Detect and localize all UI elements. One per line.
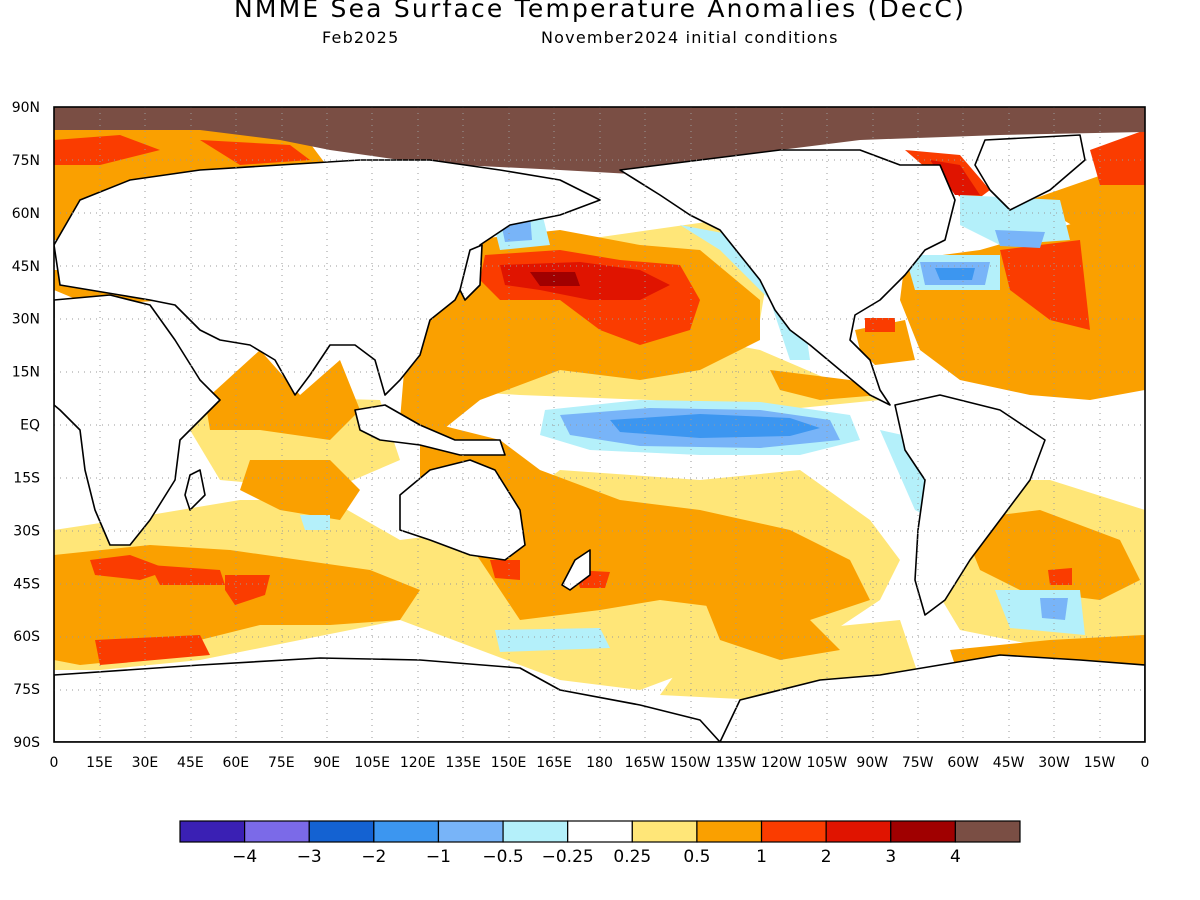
madagascar [184, 469, 206, 511]
forecast-month: Feb2025 [322, 28, 400, 47]
longitude-label: 150W [670, 755, 711, 771]
anomaly-region-extreme-warm [530, 272, 580, 286]
colorbar [179, 820, 1021, 843]
latitude-label: 75S [13, 682, 40, 698]
latitude-label: 60S [13, 629, 40, 645]
longitude-label: 90E [313, 755, 340, 771]
colorbar-swatch [502, 820, 569, 843]
africa [54, 294, 221, 546]
latitude-label: 75N [12, 153, 40, 169]
longitude-label: 135E [445, 755, 481, 771]
longitude-label: 45W [993, 755, 1025, 771]
colorbar-label: 2 [821, 847, 832, 867]
longitude-label: 120E [400, 755, 436, 771]
latitude-label: EQ [20, 418, 40, 434]
latitude-label: 45N [12, 259, 40, 275]
colorbar-label: 4 [950, 847, 961, 867]
longitude-label: 180 [586, 755, 613, 771]
north-america [619, 149, 956, 406]
longitude-label: 0 [50, 755, 59, 771]
longitude-label: 165W [625, 755, 666, 771]
colorbar-label: 0.5 [683, 847, 710, 867]
colorbar-swatch [890, 820, 956, 843]
land-masses [54, 134, 1145, 742]
longitude-labels: 0 15E 30E 45E 60E 75E 90E 105E 120E 135E 150E 165E 1… [50, 755, 1150, 771]
colorbar-swatch [308, 820, 375, 843]
sea-ice-mask [54, 107, 1145, 175]
latitude-label: 30N [12, 312, 40, 328]
longitude-label: 75E [268, 755, 295, 771]
colorbar-label: −2 [361, 847, 386, 867]
longitude-label: 15E [86, 755, 113, 771]
longitude-label: 0 [1141, 755, 1150, 771]
colorbar-label: −1 [426, 847, 451, 867]
latitude-label: 45S [13, 576, 40, 592]
colorbar-labels: −4 −3 −2 −1 −0.5 −0.25 0.25 0.5 1 2 3 4 [232, 847, 961, 867]
colorbar-swatch [760, 820, 827, 843]
colorbar-swatch [244, 820, 310, 843]
longitude-label: 30E [132, 755, 159, 771]
longitude-label: 30W [1038, 755, 1070, 771]
longitude-label: 45E [177, 755, 204, 771]
colorbar-swatch [825, 820, 892, 843]
colorbar-swatch [631, 820, 698, 843]
colorbar-swatch [373, 820, 440, 843]
initial-conditions-label: November2024 initial conditions [541, 28, 839, 47]
latitude-label: 15S [13, 470, 40, 486]
longitude-label: 60W [947, 755, 979, 771]
colorbar-label: −3 [297, 847, 322, 867]
maritime-continent [354, 404, 506, 456]
colorbar-label: 0.25 [613, 847, 651, 867]
longitude-label: 105E [354, 755, 390, 771]
latitude-label: 30S [13, 523, 40, 539]
colorbar-label: 1 [756, 847, 767, 867]
colorbar-swatch [179, 820, 246, 843]
anomaly-region-very-warm [500, 160, 980, 300]
greenland [974, 134, 1086, 211]
longitude-label: 120W [761, 755, 802, 771]
colorbar-label: −0.5 [482, 847, 523, 867]
longitude-label: 60E [222, 755, 249, 771]
longitude-label: 150E [491, 755, 527, 771]
colorbar-label: −0.25 [542, 847, 594, 867]
map-title: NMME Sea Surface Temperature Anomalies (… [233, 0, 967, 23]
new-zealand [561, 549, 591, 591]
map-frame [53, 106, 1146, 743]
colorbar-swatch [567, 820, 633, 843]
south-america [894, 394, 1046, 616]
colorbar-swatch [696, 820, 763, 843]
eurasia [54, 159, 601, 396]
colorbar-label: 3 [885, 847, 896, 867]
colorbar-label: −4 [232, 847, 257, 867]
longitude-label: 75W [902, 755, 934, 771]
longitude-label: 135W [716, 755, 757, 771]
longitude-label: 90W [856, 755, 888, 771]
latitude-label: 90S [13, 735, 40, 751]
longitude-label: 165E [536, 755, 572, 771]
anomaly-region-moderate-cool [610, 268, 975, 438]
anomaly-field [54, 107, 1145, 700]
latitude-label: 60N [12, 206, 40, 222]
latitude-label: 15N [12, 365, 40, 381]
longitude-label: 105W [807, 755, 848, 771]
longitude-label: 15W [1084, 755, 1116, 771]
latitude-labels: 90N 75N 60N 45N 30N 15N EQ 15S 30S 45S 60S 75S 90S [12, 100, 40, 751]
japan [459, 244, 483, 301]
latitude-label: 90N [12, 100, 40, 116]
colorbar-swatch [437, 820, 504, 843]
colorbar-swatch [954, 820, 1021, 843]
